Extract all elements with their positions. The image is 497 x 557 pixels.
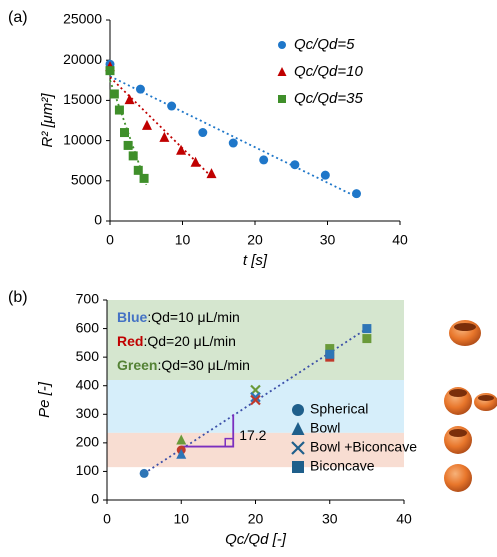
- panel-label: (b): [8, 289, 28, 306]
- marker: [135, 84, 145, 94]
- marker: [139, 468, 149, 478]
- y-axis-label: R² [μm²]: [39, 93, 56, 148]
- small-bowl-icon: [474, 393, 497, 411]
- marker: [292, 404, 304, 416]
- info-line: Red:Qd=20 μL/min: [117, 333, 236, 349]
- marker: [250, 391, 261, 403]
- y-tick-label: 700: [76, 291, 100, 307]
- info-text: :Qd=20 μL/min: [143, 333, 236, 349]
- info-text: :Qd=10 μL/min: [147, 309, 240, 325]
- marker: [176, 448, 187, 459]
- legend-label: Biconcave: [310, 458, 375, 474]
- marker: [290, 160, 300, 170]
- trendline: [109, 76, 213, 178]
- marker: [159, 131, 170, 142]
- x-axis-label: Qc/Qd [-]: [225, 531, 287, 548]
- info-label: Green: [117, 357, 157, 373]
- info-line: Green:Qd=30 μL/min: [117, 357, 250, 373]
- y-tick-label: 25000: [63, 11, 102, 27]
- y-axis-label: Pe [-]: [36, 381, 53, 418]
- y-tick-label: 200: [76, 434, 100, 450]
- marker: [291, 422, 305, 435]
- marker: [259, 155, 269, 165]
- y-tick-label: 400: [76, 376, 100, 392]
- annotation: 17.2: [239, 427, 266, 443]
- icon: [478, 395, 494, 401]
- marker: [133, 165, 143, 175]
- marker: [167, 101, 177, 111]
- slope-triangle: [181, 414, 235, 448]
- marker: [114, 105, 124, 115]
- y-tick-label: 0: [91, 491, 99, 507]
- info-text: :Qd=30 μL/min: [157, 357, 250, 373]
- x-tick-label: 0: [106, 232, 114, 248]
- x-tick-label: 40: [392, 232, 408, 248]
- marker: [325, 344, 335, 354]
- right-angle: [224, 437, 234, 447]
- y-tick-label: 500: [76, 348, 100, 364]
- marker: [176, 434, 187, 445]
- x-tick-label: 20: [247, 232, 263, 248]
- y-tick-label: 300: [76, 405, 100, 421]
- marker: [206, 168, 217, 179]
- x-tick-label: 10: [173, 511, 189, 527]
- marker: [190, 156, 201, 167]
- y-tick-label: 600: [76, 319, 100, 335]
- marker: [320, 170, 330, 180]
- info-label: Red: [117, 333, 143, 349]
- legend-label: Bowl: [310, 420, 340, 436]
- marker: [292, 461, 304, 473]
- trendline: [109, 75, 357, 198]
- legend-label: Spherical: [310, 401, 368, 417]
- marker: [141, 119, 152, 130]
- marker: [124, 94, 135, 105]
- shape-icons: +: [444, 320, 494, 492]
- marker: [120, 128, 129, 138]
- band: [107, 432, 404, 468]
- legend-label: Qc/Qd=5: [294, 36, 355, 53]
- band: [107, 300, 404, 380]
- marker: [352, 189, 361, 199]
- marker: [105, 66, 115, 76]
- marker: [250, 394, 261, 406]
- marker: [277, 67, 287, 76]
- marker: [128, 151, 138, 161]
- info-line: Blue:Qd=10 μL/min: [117, 309, 240, 325]
- marker: [139, 173, 149, 183]
- y-tick-label: 0: [94, 212, 102, 228]
- legend-label: Qc/Qd=10: [294, 63, 363, 80]
- legend-label: Qc/Qd=35: [294, 90, 363, 107]
- x-axis-label: t [s]: [243, 252, 268, 269]
- legend-label: Bowl +Biconcave: [310, 439, 417, 455]
- marker: [123, 140, 133, 150]
- x-tick-label: 20: [248, 511, 264, 527]
- x-tick-label: 30: [322, 511, 338, 527]
- info-label: Blue: [117, 309, 148, 325]
- marker: [278, 95, 286, 103]
- x-tick-label: 30: [320, 232, 336, 248]
- marker: [362, 324, 372, 334]
- y-tick-label: 15000: [63, 91, 102, 107]
- marker: [228, 138, 238, 148]
- marker: [362, 334, 372, 344]
- marker: [109, 89, 119, 99]
- panel-label: (a): [8, 9, 28, 26]
- marker: [198, 128, 208, 138]
- y-tick-label: 5000: [71, 172, 102, 188]
- marker: [278, 41, 286, 49]
- marker: [325, 349, 335, 359]
- y-tick-label: 10000: [63, 131, 102, 147]
- y-tick-label: 20000: [63, 51, 102, 67]
- x-tick-label: 10: [175, 232, 191, 248]
- x-tick-label: 0: [103, 511, 111, 527]
- marker: [176, 144, 187, 155]
- y-tick-label: 100: [76, 462, 100, 478]
- x-tick-label: 40: [396, 511, 412, 527]
- marker: [291, 441, 305, 455]
